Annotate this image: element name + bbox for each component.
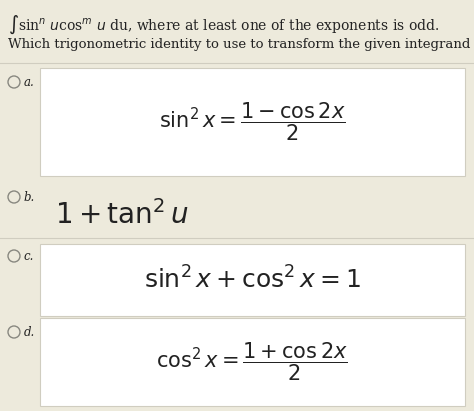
Text: $1 + \tan^2 u$: $1 + \tan^2 u$ [55, 200, 189, 230]
Text: $\sin^2 x = \dfrac{1 - \cos 2x}{2}$: $\sin^2 x = \dfrac{1 - \cos 2x}{2}$ [159, 101, 345, 143]
Text: $\sin^2 x + \cos^2 x = 1$: $\sin^2 x + \cos^2 x = 1$ [144, 266, 360, 293]
Text: c.: c. [24, 249, 35, 263]
Text: a.: a. [24, 76, 35, 88]
FancyBboxPatch shape [40, 68, 465, 176]
Circle shape [8, 326, 20, 338]
Circle shape [8, 250, 20, 262]
Text: d.: d. [24, 326, 35, 339]
Text: b.: b. [24, 191, 35, 203]
Text: $\cos^2 x = \dfrac{1 + \cos 2x}{2}$: $\cos^2 x = \dfrac{1 + \cos 2x}{2}$ [156, 341, 348, 383]
FancyBboxPatch shape [40, 244, 465, 316]
Circle shape [8, 76, 20, 88]
FancyBboxPatch shape [40, 318, 465, 406]
Text: Which trigonometric identity to use to transform the given integrand: Which trigonometric identity to use to t… [8, 38, 470, 51]
Circle shape [8, 191, 20, 203]
Text: $\int$sin$^n$ $u$cos$^m$ $u$ du, where at least one of the exponents is odd.: $\int$sin$^n$ $u$cos$^m$ $u$ du, where a… [8, 14, 439, 37]
